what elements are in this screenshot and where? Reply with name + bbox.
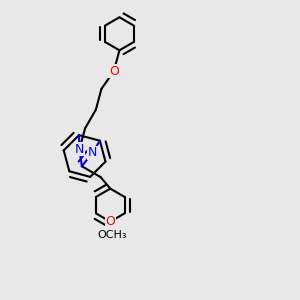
Text: OCH₃: OCH₃ (98, 230, 127, 240)
Text: N: N (88, 146, 97, 159)
Text: O: O (105, 215, 115, 228)
Text: N: N (75, 143, 84, 156)
Text: O: O (109, 65, 119, 78)
